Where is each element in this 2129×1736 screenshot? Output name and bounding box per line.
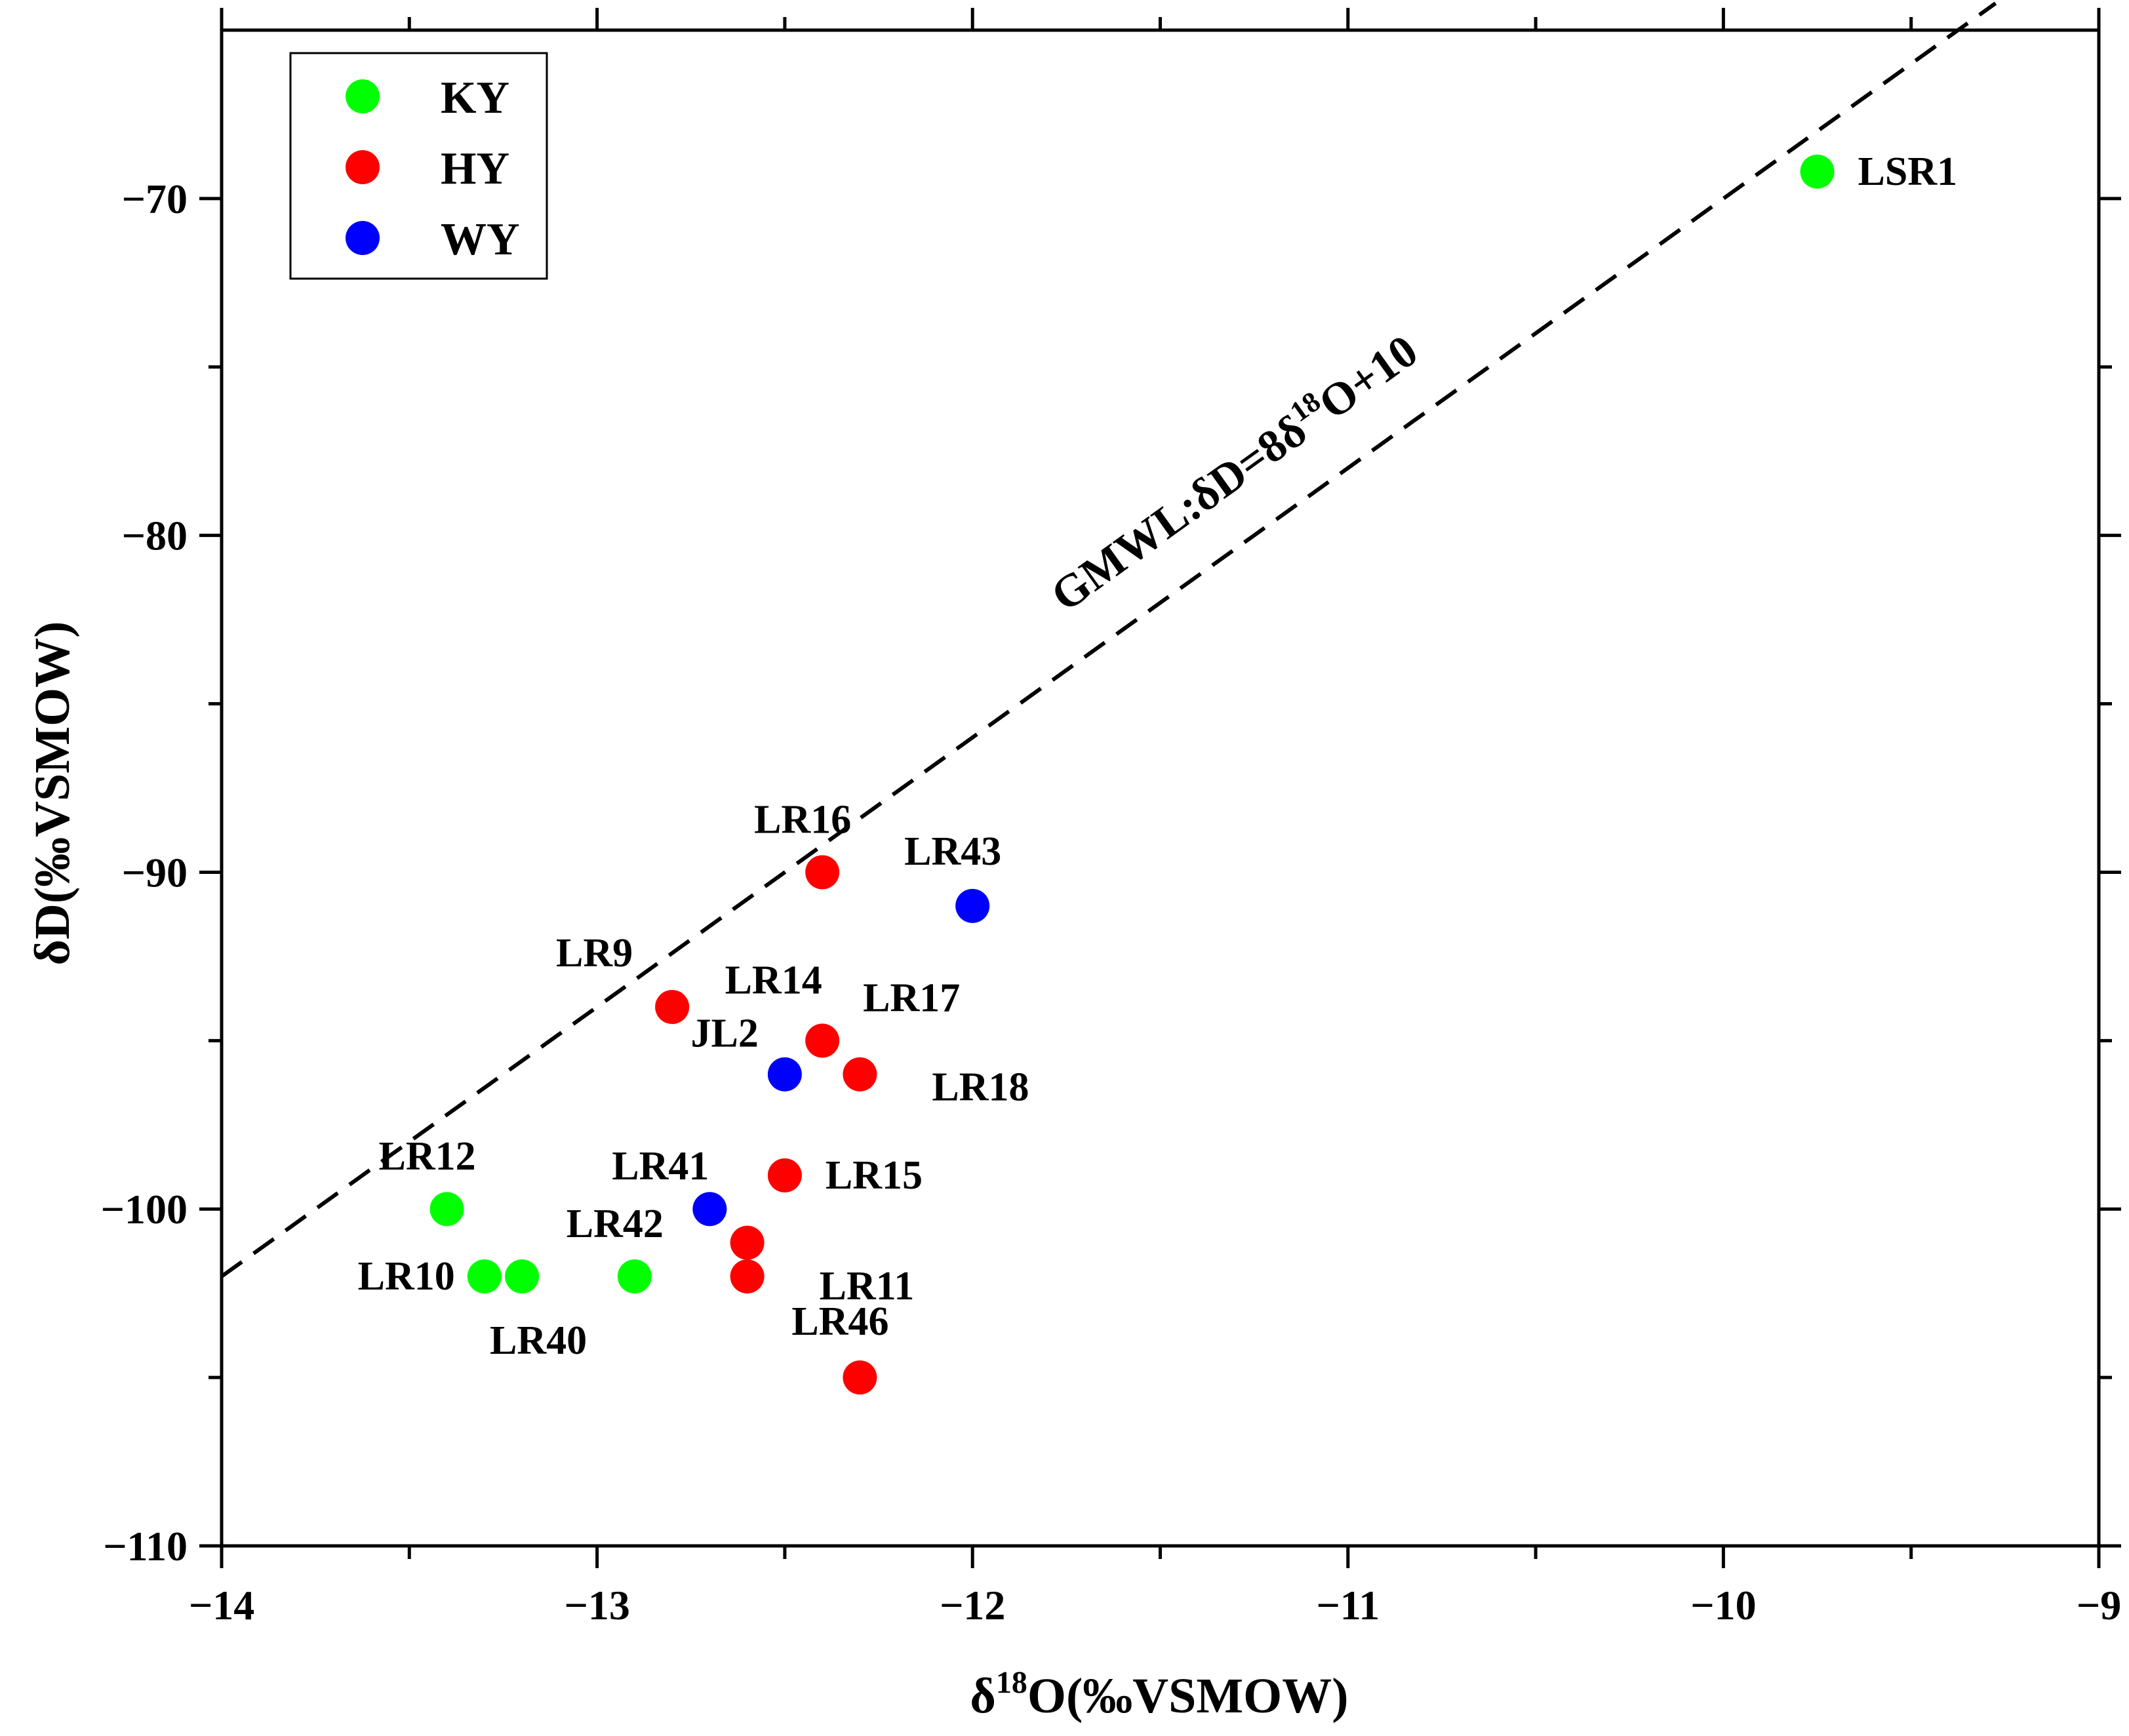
point-label-lr42: LR42 [567, 1202, 664, 1246]
data-point-lr43 [955, 888, 990, 923]
point-label-lr18: LR18 [932, 1065, 1029, 1110]
data-point-lr46 [843, 1360, 877, 1395]
x-tick-label: −13 [564, 1582, 629, 1628]
point-label-lr41: LR41 [612, 1144, 709, 1189]
x-tick-label: −11 [1316, 1582, 1380, 1628]
point-label-lsr1: LSR1 [1858, 149, 1958, 194]
data-point-lr18 [843, 1057, 877, 1092]
legend-marker-ky [346, 79, 380, 113]
point-label-lr11: LR11 [820, 1264, 915, 1309]
legend-marker-hy [346, 150, 380, 184]
y-tick-label: −90 [122, 849, 188, 896]
y-tick-label: −100 [101, 1186, 188, 1233]
point-label-lr43: LR43 [904, 829, 1001, 874]
axis-tick-labels: −14 −13 −12 −11 −10 −9 −110 −100 −90 −80 −70 [101, 176, 2122, 1628]
x-tick-label: −14 [189, 1582, 254, 1628]
x-tick-label: −12 [940, 1582, 1005, 1628]
y-axis-title: δD(‰VSMOW) [25, 621, 80, 966]
point-label-jl2: JL2 [691, 1012, 759, 1056]
gmwl-reference-line [220, 1, 1997, 1278]
point-label-lr17: LR17 [863, 976, 960, 1020]
data-point-lr40 [505, 1259, 540, 1293]
y-tick-label: −80 [122, 513, 188, 559]
data-point-jl2 [767, 1057, 802, 1092]
point-label-lr14: LR14 [725, 958, 822, 1003]
x-axis-title: δ18O(‰VSMOW) [970, 1665, 1348, 1724]
data-point-lr11 [730, 1259, 765, 1293]
axis-ticks [199, 8, 2121, 1568]
legend-label-wy: WY [441, 214, 520, 265]
legend-label-ky: KY [441, 73, 509, 123]
data-point-lr10 [467, 1259, 502, 1293]
data-point-lr42 [617, 1259, 652, 1293]
point-label-lr46: LR46 [791, 1299, 888, 1344]
data-point-lr15 [767, 1158, 802, 1193]
point-label-lr40: LR40 [490, 1318, 587, 1363]
x-tick-label: −10 [1690, 1582, 1756, 1628]
legend-box [289, 52, 548, 280]
data-point-lr41 [692, 1192, 727, 1227]
point-label-lr15: LR15 [826, 1153, 923, 1198]
y-tick-label: −110 [103, 1523, 188, 1569]
point-label-lr12: LR12 [378, 1134, 475, 1179]
legend-label-hy: HY [441, 144, 509, 194]
data-point-lsr1 [1800, 154, 1835, 189]
data-point-lr16 [805, 855, 840, 890]
data-point-lr14 [730, 1225, 765, 1260]
point-label-lr10: LR10 [358, 1254, 455, 1299]
data-point-lr9 [655, 989, 690, 1024]
legend: KY HY WY [289, 52, 548, 280]
data-point-lr12 [429, 1192, 464, 1227]
point-label-lr9: LR9 [556, 931, 633, 976]
data-point-lr17 [805, 1023, 840, 1058]
legend-marker-wy [346, 221, 380, 255]
point-label-lr16: LR16 [754, 797, 851, 842]
y-tick-label: −70 [122, 176, 188, 222]
gmwl-label: GMWL:δD=8δ18O+10 [1040, 323, 1427, 621]
x-tick-label: −9 [2077, 1582, 2121, 1628]
